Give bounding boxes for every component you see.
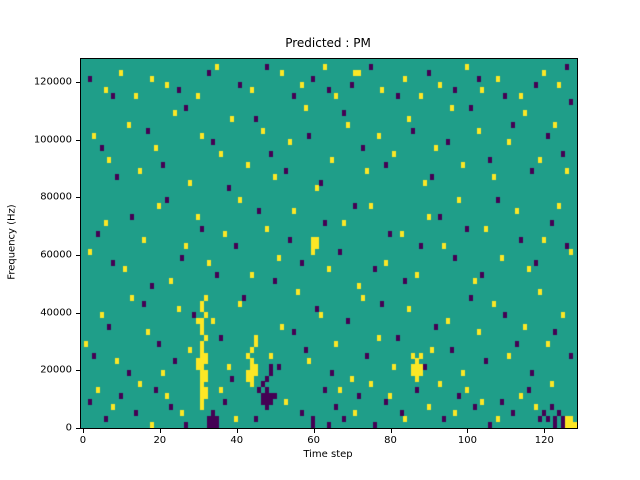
y-axis-label: Frequency (Hz): [6, 204, 18, 280]
y-tick-mark: [76, 82, 80, 84]
y-tick-mark: [76, 197, 80, 199]
y-tick-label: 0: [65, 422, 72, 434]
y-tick-mark: [76, 370, 80, 372]
x-tick-mark: [236, 429, 238, 433]
x-tick-mark: [544, 429, 546, 433]
heatmap-canvas: [81, 59, 577, 428]
x-tick-mark: [159, 429, 161, 433]
y-axis-ticks: 0 20000 40000 60000 80000 100000 120000: [0, 58, 80, 434]
x-tick-mark: [313, 429, 315, 433]
chart-title: Predicted : PM: [285, 36, 371, 50]
y-tick-label: 20000: [40, 364, 72, 376]
x-tick-mark: [82, 429, 84, 433]
y-tick-label: 120000: [33, 76, 72, 88]
y-tick-label: 100000: [33, 134, 72, 146]
x-tick-label: 100: [457, 435, 477, 446]
plot-area: [80, 58, 578, 429]
x-tick-label: 60: [307, 435, 320, 446]
y-tick-label: 60000: [40, 249, 72, 261]
y-tick-label: 40000: [40, 307, 72, 319]
y-tick-mark: [76, 255, 80, 257]
x-axis-label: Time step: [303, 449, 353, 460]
x-tick-mark: [390, 429, 392, 433]
y-tick-mark: [76, 428, 80, 429]
x-axis-ticks: 0 20 40 60 80 100 120: [79, 429, 577, 449]
x-tick-mark: [467, 429, 469, 433]
x-tick-label: 120: [534, 435, 554, 446]
x-tick-label: 0: [79, 435, 87, 446]
y-tick-mark: [76, 312, 80, 314]
x-tick-label: 20: [153, 435, 167, 446]
x-tick-label: 40: [230, 435, 244, 446]
x-tick-label: 80: [384, 435, 397, 446]
y-tick-label: 80000: [40, 191, 72, 203]
y-tick-mark: [76, 139, 80, 141]
